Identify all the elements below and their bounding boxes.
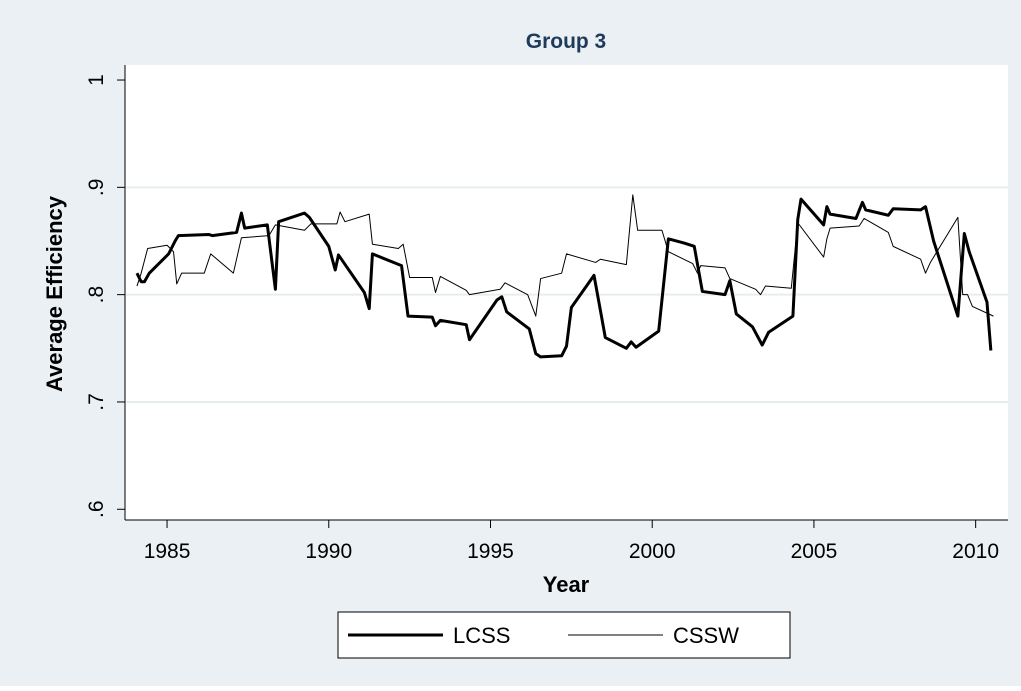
legend-label: LCSS (453, 623, 510, 648)
x-tick-label: 2005 (791, 540, 838, 563)
x-tick-label: 1985 (144, 540, 191, 563)
y-tick-label: .6 (85, 501, 108, 519)
y-tick-label: .8 (85, 286, 108, 304)
legend-label: CSSW (673, 623, 739, 648)
x-axis-label: Year (543, 572, 590, 597)
y-tick-label: .7 (85, 393, 108, 411)
x-tick-label: 2010 (952, 540, 999, 563)
plot-area (125, 65, 1008, 520)
x-tick-label: 2000 (629, 540, 676, 563)
line-series (136, 194, 994, 317)
x-tick-label: 1990 (305, 540, 352, 563)
y-axis-label: Average Efficiency (42, 195, 67, 392)
y-tick-label: 1 (85, 74, 108, 86)
line-series (135, 197, 993, 359)
y-tick-label: .9 (85, 179, 108, 197)
x-tick-label: 1995 (467, 540, 514, 563)
chart-title: Group 3 (526, 30, 607, 53)
